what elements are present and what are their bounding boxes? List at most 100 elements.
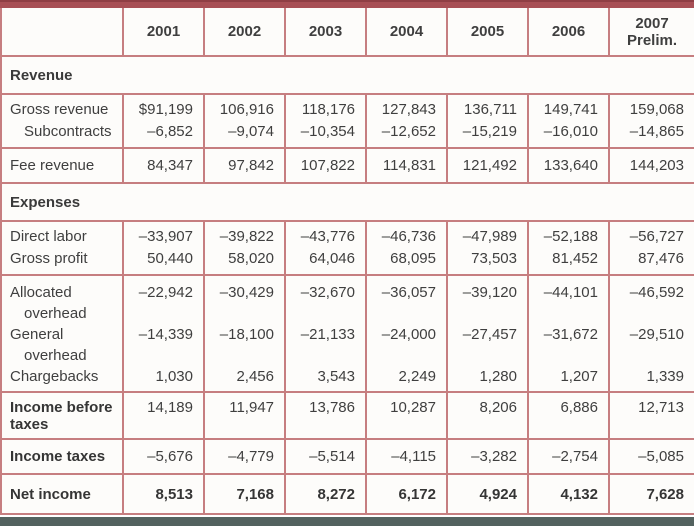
cell-2005: –39,120 –27,457 1,280 xyxy=(446,274,529,393)
section-row-revenue: Revenue xyxy=(0,55,694,95)
general-overhead-value: –21,133 xyxy=(300,326,355,343)
chargebacks-value: 1,280 xyxy=(479,368,517,385)
spacer xyxy=(612,345,684,366)
cell-2005: 136,711 –15,219 xyxy=(446,93,529,149)
cell-2001: –22,942 –14,339 1,030 xyxy=(122,274,205,393)
cell-2004: 6,172 xyxy=(365,473,448,515)
subcontracts-value: –9,074 xyxy=(228,123,274,140)
cell-2003: –5,514 xyxy=(284,438,367,475)
allocated-overhead-value: –22,942 xyxy=(138,284,193,301)
header-year-2005: 2005 xyxy=(446,8,529,57)
gross-revenue-value: 118,176 xyxy=(301,101,355,118)
general-overhead-value: –18,100 xyxy=(219,326,274,343)
gross-profit-value: 68,095 xyxy=(390,250,436,267)
gross-profit-value: 50,440 xyxy=(147,250,193,267)
cell-2001: –5,676 xyxy=(122,438,205,475)
cell-2007: –5,085 xyxy=(608,438,694,475)
allocated-overhead-value: –39,120 xyxy=(462,284,517,301)
cell-2006: 4,132 xyxy=(527,473,610,515)
cell-2004: 114,831 xyxy=(365,147,448,184)
cell-2002: –39,822 58,020 xyxy=(203,220,286,276)
subcontracts-value: –16,010 xyxy=(543,123,598,140)
spacer xyxy=(207,345,274,366)
direct-labor-value: –39,822 xyxy=(219,228,274,245)
income-statement-table: 2001 2002 2003 2004 2005 2006 2007 Preli… xyxy=(0,8,694,515)
cell-2006: 149,741 –16,010 xyxy=(527,93,610,149)
gross-revenue-label: Gross revenue xyxy=(10,101,109,118)
general-overhead-value: –29,510 xyxy=(629,326,684,343)
subcontracts-value: –14,865 xyxy=(629,123,684,140)
spacer xyxy=(288,303,355,324)
spacer xyxy=(450,345,517,366)
general-overhead-value: –27,457 xyxy=(462,326,517,343)
row-fee-revenue: Fee revenue 84,347 97,842 107,822 114,83… xyxy=(0,147,694,184)
cell-2002: 106,916 –9,074 xyxy=(203,93,286,149)
subcontracts-value: –15,219 xyxy=(462,123,517,140)
row-direct-labor-gross-profit: Direct labor Gross profit –33,907 50,440… xyxy=(0,220,694,276)
cell-2005: –47,989 73,503 xyxy=(446,220,529,276)
cell-2002: –30,429 –18,100 2,456 xyxy=(203,274,286,393)
header-row: 2001 2002 2003 2004 2005 2006 2007 Preli… xyxy=(0,8,694,57)
spacer xyxy=(369,345,436,366)
spacer xyxy=(531,303,598,324)
cell-2001: 14,189 xyxy=(122,391,205,440)
gross-revenue-value: 127,843 xyxy=(381,101,436,118)
row-income-before-taxes: Income before taxes 14,189 11,947 13,786… xyxy=(0,391,694,440)
cell-2002: 11,947 xyxy=(203,391,286,440)
cell-2004: –46,736 68,095 xyxy=(365,220,448,276)
section-label-expenses: Expenses xyxy=(0,182,694,222)
gross-revenue-value: 136,711 xyxy=(463,101,517,118)
cell-2007: –46,592 –29,510 1,339 xyxy=(608,274,694,393)
gross-revenue-value: 159,068 xyxy=(629,101,684,118)
general-overhead-value: –31,672 xyxy=(543,326,598,343)
row-gross-revenue-subcontracts: Gross revenue Subcontracts $91,199 –6,85… xyxy=(0,93,694,149)
general-overhead-label: General xyxy=(10,326,64,343)
allocated-overhead-value: –46,592 xyxy=(629,284,684,301)
gross-profit-value: 58,020 xyxy=(228,250,274,267)
gross-profit-value: 64,046 xyxy=(309,250,355,267)
header-year-2007-prelim: 2007 Prelim. xyxy=(608,8,694,57)
cell-2006: 133,640 xyxy=(527,147,610,184)
header-blank-cell xyxy=(0,8,124,57)
cell-2007: 159,068 –14,865 xyxy=(608,93,694,149)
net-income-label: Net income xyxy=(0,473,124,515)
direct-labor-value: –47,989 xyxy=(462,228,517,245)
cell-2002: –4,779 xyxy=(203,438,286,475)
general-overhead-value: –14,339 xyxy=(138,326,193,343)
allocated-overhead-value: –36,057 xyxy=(381,284,436,301)
subcontracts-value: –6,852 xyxy=(147,123,193,140)
direct-labor-value: –56,727 xyxy=(629,228,684,245)
cell-2006: 6,886 xyxy=(527,391,610,440)
chargebacks-value: 2,456 xyxy=(236,368,274,385)
cell-2007: 12,713 xyxy=(608,391,694,440)
cell-2001: 8,513 xyxy=(122,473,205,515)
spacer xyxy=(126,303,193,324)
row-overhead-chargebacks: Allocated overhead General overhead Char… xyxy=(0,274,694,393)
gross-profit-value: 81,452 xyxy=(552,250,598,267)
spacer xyxy=(531,345,598,366)
cell-2005: 8,206 xyxy=(446,391,529,440)
table-top-rule xyxy=(0,0,694,8)
header-year-2006: 2006 xyxy=(527,8,610,57)
cell-2003: –32,670 –21,133 3,543 xyxy=(284,274,367,393)
gross-profit-value: 73,503 xyxy=(471,250,517,267)
cell-2006: –44,101 –31,672 1,207 xyxy=(527,274,610,393)
cell-2003: 118,176 –10,354 xyxy=(284,93,367,149)
allocated-overhead-value: –44,101 xyxy=(543,284,598,301)
cell-2001: 84,347 xyxy=(122,147,205,184)
direct-labor-value: –43,776 xyxy=(300,228,355,245)
cell-2004: 10,287 xyxy=(365,391,448,440)
allocated-overhead-value: –32,670 xyxy=(300,284,355,301)
chargebacks-value: 1,207 xyxy=(560,368,598,385)
cell-2004: –4,115 xyxy=(365,438,448,475)
chargebacks-label: Chargebacks xyxy=(10,368,99,385)
cell-2007: 7,628 xyxy=(608,473,694,515)
cell-2004: 127,843 –12,652 xyxy=(365,93,448,149)
row-income-taxes: Income taxes –5,676 –4,779 –5,514 –4,115… xyxy=(0,438,694,475)
spacer xyxy=(288,345,355,366)
cell-2005: 4,924 xyxy=(446,473,529,515)
allocated-overhead-value: –30,429 xyxy=(219,284,274,301)
gross-revenue-value: 106,916 xyxy=(219,101,274,118)
header-year-2002: 2002 xyxy=(203,8,286,57)
